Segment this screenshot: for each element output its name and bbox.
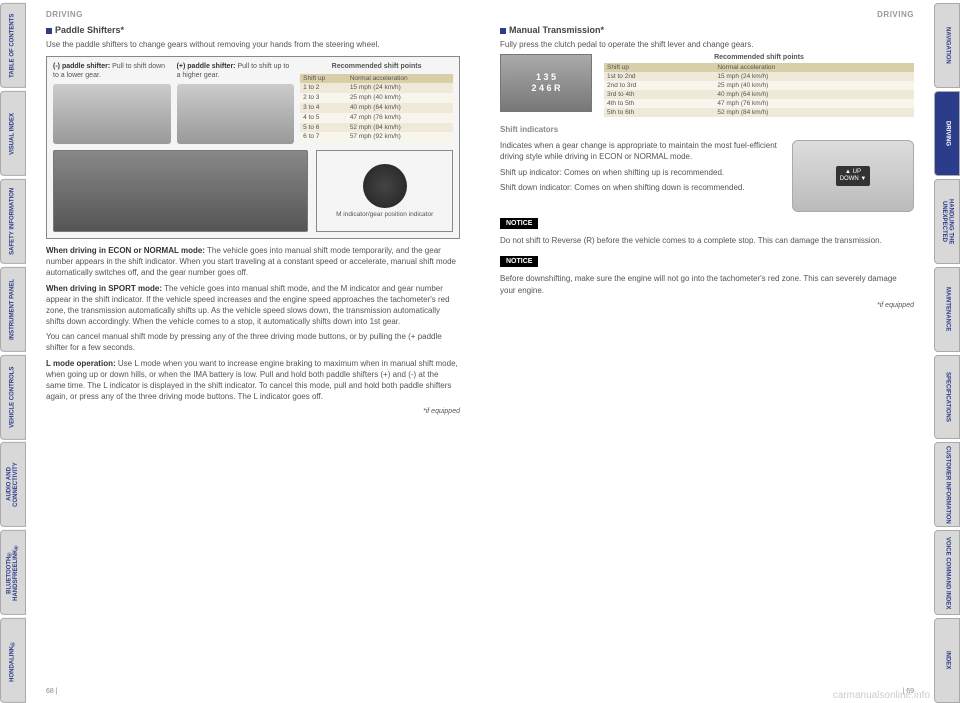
paddle-intro: Use the paddle shifters to change gears …: [46, 39, 460, 50]
shift-table-left: Shift upNormal acceleration1 to 215 mph …: [300, 74, 453, 143]
right-tabs: NAVIGATION DRIVING HANDLING THE UNEXPECTED…: [934, 0, 960, 703]
tab-specifications[interactable]: SPECIFICATIONS: [934, 355, 960, 440]
shift-table-title-left: Recommended shift points: [300, 63, 453, 71]
paddle-illustration: (-) paddle shifter: Pull to shift down t…: [46, 56, 460, 239]
tab-instrument-panel[interactable]: INSTRUMENT PANEL: [0, 267, 26, 352]
tab-vehicle-controls[interactable]: VEHICLE CONTROLS: [0, 355, 26, 440]
notice-badge-2: NOTICE: [500, 256, 538, 267]
shift-indicators-head: Shift indicators: [500, 125, 914, 134]
shift-table-right: Shift upNormal acceleration1st to 2nd15 …: [604, 63, 914, 117]
tab-visual-index[interactable]: VISUAL INDEX: [0, 91, 26, 176]
sport-para: When driving in SPORT mode: The vehicle …: [46, 283, 460, 328]
tab-table-of-contents[interactable]: TABLE OF CONTENTS: [0, 3, 26, 88]
left-tabs: TABLE OF CONTENTS VISUAL INDEX SAFETY INFO…: [0, 0, 26, 703]
minus-label: (-) paddle shifter:: [53, 63, 110, 70]
up-down-indicator: ▲ UP DOWN ▼: [836, 166, 871, 186]
gauge-label: M indicator/gear position indicator: [336, 211, 433, 219]
tab-customer-information[interactable]: CUSTOMER INFORMATION: [934, 442, 960, 527]
footnote-right: *if equipped: [500, 302, 914, 309]
tachometer-icon: [363, 164, 407, 208]
notice-badge-1: NOTICE: [500, 218, 538, 229]
tab-driving[interactable]: DRIVING: [934, 91, 960, 176]
page-header-right: DRIVING: [500, 10, 914, 19]
watermark: carmanualsonline.info: [833, 690, 930, 701]
tab-safety-information[interactable]: SAFETY INFORMATION: [0, 179, 26, 264]
plus-paddle-img: [177, 84, 295, 144]
tab-handling-the-unexpected[interactable]: HANDLING THE UNEXPECTED: [934, 179, 960, 264]
notice-text-1: Do not shift to Reverse (R) before the v…: [500, 235, 914, 246]
mt-intro: Fully press the clutch pedal to operate …: [500, 39, 914, 50]
tab-voice-command-index[interactable]: VOICE COMMAND INDEX: [934, 530, 960, 615]
page-num-left: 68 |: [46, 688, 58, 695]
gauge-box: M indicator/gear position indicator: [316, 150, 453, 232]
tab-maintenance[interactable]: MAINTENANCE: [934, 267, 960, 352]
cancel-para: You can cancel manual shift mode by pres…: [46, 331, 460, 353]
page-header-left: DRIVING: [46, 10, 460, 19]
right-page: DRIVING Manual Transmission* Fully press…: [480, 0, 934, 703]
tab-navigation[interactable]: NAVIGATION: [934, 3, 960, 88]
tab-hondalink-[interactable]: HONDALINK®: [0, 618, 26, 703]
shift-lever-img: 1 3 5 2 4 6 R: [500, 54, 592, 112]
cluster-img: ▲ UP DOWN ▼: [792, 140, 914, 212]
footnote-left: *if equipped: [46, 408, 460, 415]
left-page: DRIVING Paddle Shifters* Use the paddle …: [26, 0, 480, 703]
tab-index[interactable]: INDEX: [934, 618, 960, 703]
econ-para: When driving in ECON or NORMAL mode: The…: [46, 245, 460, 279]
notice-text-2: Before downshifting, make sure the engin…: [500, 273, 914, 295]
shift-table-title-right: Recommended shift points: [604, 54, 914, 61]
mt-title: Manual Transmission*: [500, 25, 914, 35]
dashboard-img: [53, 150, 308, 232]
lmode-para: L mode operation: Use L mode when you wa…: [46, 358, 460, 403]
minus-paddle-img: [53, 84, 171, 144]
plus-label: (+) paddle shifter:: [177, 63, 236, 70]
paddle-title: Paddle Shifters*: [46, 25, 460, 35]
tab-audio-and-connectivity[interactable]: AUDIO AND CONNECTIVITY: [0, 442, 26, 527]
tab-bluetooth-handsfreelink-[interactable]: BLUETOOTH® HANDSFREELINK®: [0, 530, 26, 615]
